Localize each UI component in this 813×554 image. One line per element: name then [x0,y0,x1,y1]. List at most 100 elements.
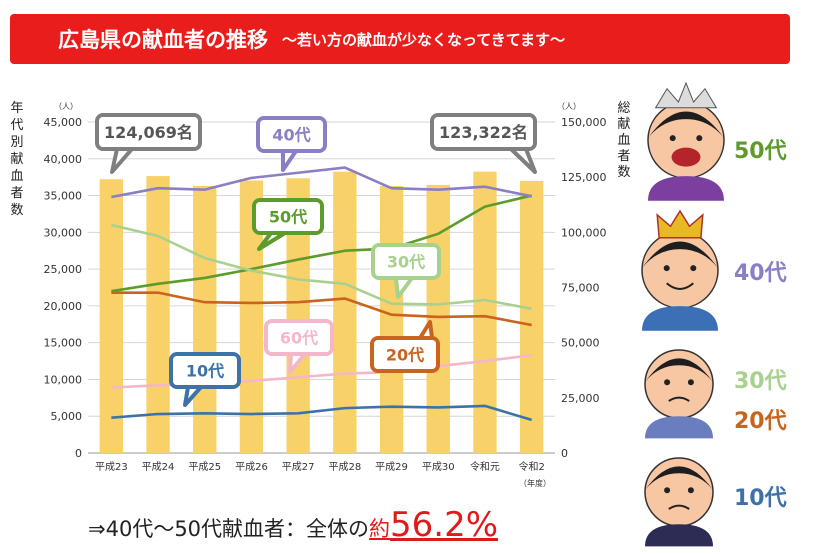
callout-fill [374,340,436,369]
series-line [111,291,532,327]
left-tick-label: 30,000 [44,226,83,239]
right-tick-label: 25,000 [561,392,600,405]
right-tick-label: 50,000 [561,337,600,350]
left-axis-title-char: 年 [10,101,23,116]
eye-shape [669,135,676,142]
right-axis-unit: （人） [557,102,581,111]
chart-title: 広島県の献血者の推移 [58,28,268,52]
x-tick-label: 平成27 [282,461,315,473]
side-legend-label: 20代 [734,409,787,434]
eye-shape [664,379,671,386]
body-shape [648,176,724,201]
left-tick-label: 10,000 [44,373,83,386]
body-shape [645,416,713,439]
left-axis-title-char: 献 [10,152,23,167]
total-bar [99,179,124,453]
summary-text: ⇒40代〜50代献血者：全体の約56.2% [88,505,498,545]
right-tick-label: 125,000 [561,171,607,184]
chart-subtitle: 〜若い方の献血が少なくなってきてます〜 [282,30,566,49]
callout-tail [418,320,434,340]
x-tick-label: 令和2 [518,460,544,473]
callout-tail [509,147,537,174]
mouth-shape [666,282,694,290]
hair-shape [645,358,713,382]
left-tick-label: 45,000 [44,116,83,129]
summary-approx: 約 [369,517,391,541]
callout-label: 50代 [269,208,307,227]
body-shape [642,306,718,331]
mouth-shape [668,396,690,402]
series-line [111,223,532,311]
right-axis-title-char: 総 [617,101,630,116]
left-tick-label: 20,000 [44,300,83,313]
callout-label: 124,069名 [104,123,193,142]
callout-fill [268,323,330,352]
callout-fill [375,247,437,276]
right-tick-label: 0 [561,447,568,460]
side-legend-label: 30代 [734,369,787,394]
total-bar [379,185,404,453]
eye-shape [664,487,671,494]
left-tick-label: 5,000 [51,410,83,423]
hair-shape [648,111,724,138]
callout-label: 123,322名 [439,123,528,142]
callout-label: 60代 [280,329,318,348]
total-bar [286,178,310,453]
callout-fill [434,117,533,147]
x-tick-label: 令和元 [470,460,500,473]
left-axis-unit: （人） [54,102,78,111]
right-axis-title-char: 献 [617,117,630,132]
total-bar [426,184,450,453]
total-bar [519,180,544,453]
callout-tail [110,147,134,174]
mouth-shape [671,147,701,167]
left-axis-title-char: 別 [10,135,23,150]
x-tick-label: 平成24 [142,461,175,473]
callout-tail [281,149,298,172]
side-legend-label: 50代 [734,139,787,164]
right-tick-label: 75,000 [561,282,600,295]
x-tick-label: 平成29 [375,461,408,473]
hair-shape [645,466,713,490]
right-tick-label: 100,000 [561,226,607,239]
callout-tail [394,276,414,299]
left-tick-label: 35,000 [44,190,83,203]
side-legend-label: 10代 [734,486,787,511]
eye-shape [687,379,694,386]
callout-fill [173,356,237,385]
eye-shape [687,487,694,494]
left-tick-label: 25,000 [44,263,83,276]
left-axis-title-char: 血 [10,169,23,184]
left-tick-label: 40,000 [44,153,83,166]
left-axis-title-char: 数 [10,203,23,218]
series-line [111,166,532,199]
callout-label: 20代 [386,346,424,365]
left-axis-title-char: 代 [10,118,23,133]
right-axis-title-char: 者 [617,149,630,164]
summary-prefix: ⇒40代〜50代献血者：全体の [88,517,370,541]
series-line [111,404,533,422]
right-axis-title-char: 数 [617,165,630,180]
side-legend-label: 40代 [734,261,787,286]
total-bar [146,176,170,453]
eye-shape [696,135,703,142]
eye-shape [690,265,697,272]
eye-shape [663,265,670,272]
x-axis-unit: （年度） [519,478,551,488]
summary-percentage: 56.2% [390,505,499,545]
hair-shape [642,241,718,268]
body-shape [645,524,713,547]
left-tick-label: 0 [75,447,82,460]
x-tick-label: 平成25 [188,461,221,473]
callout-fill [256,202,320,231]
callout-label: 30代 [387,253,425,272]
tiara-shape [654,81,718,109]
x-tick-label: 平成28 [328,461,361,473]
crown-shape [656,209,704,239]
left-tick-label: 15,000 [44,337,83,350]
mouth-shape [668,504,690,510]
callout-label: 40代 [272,126,310,145]
x-tick-label: 平成30 [422,461,455,473]
total-bar [473,171,497,453]
